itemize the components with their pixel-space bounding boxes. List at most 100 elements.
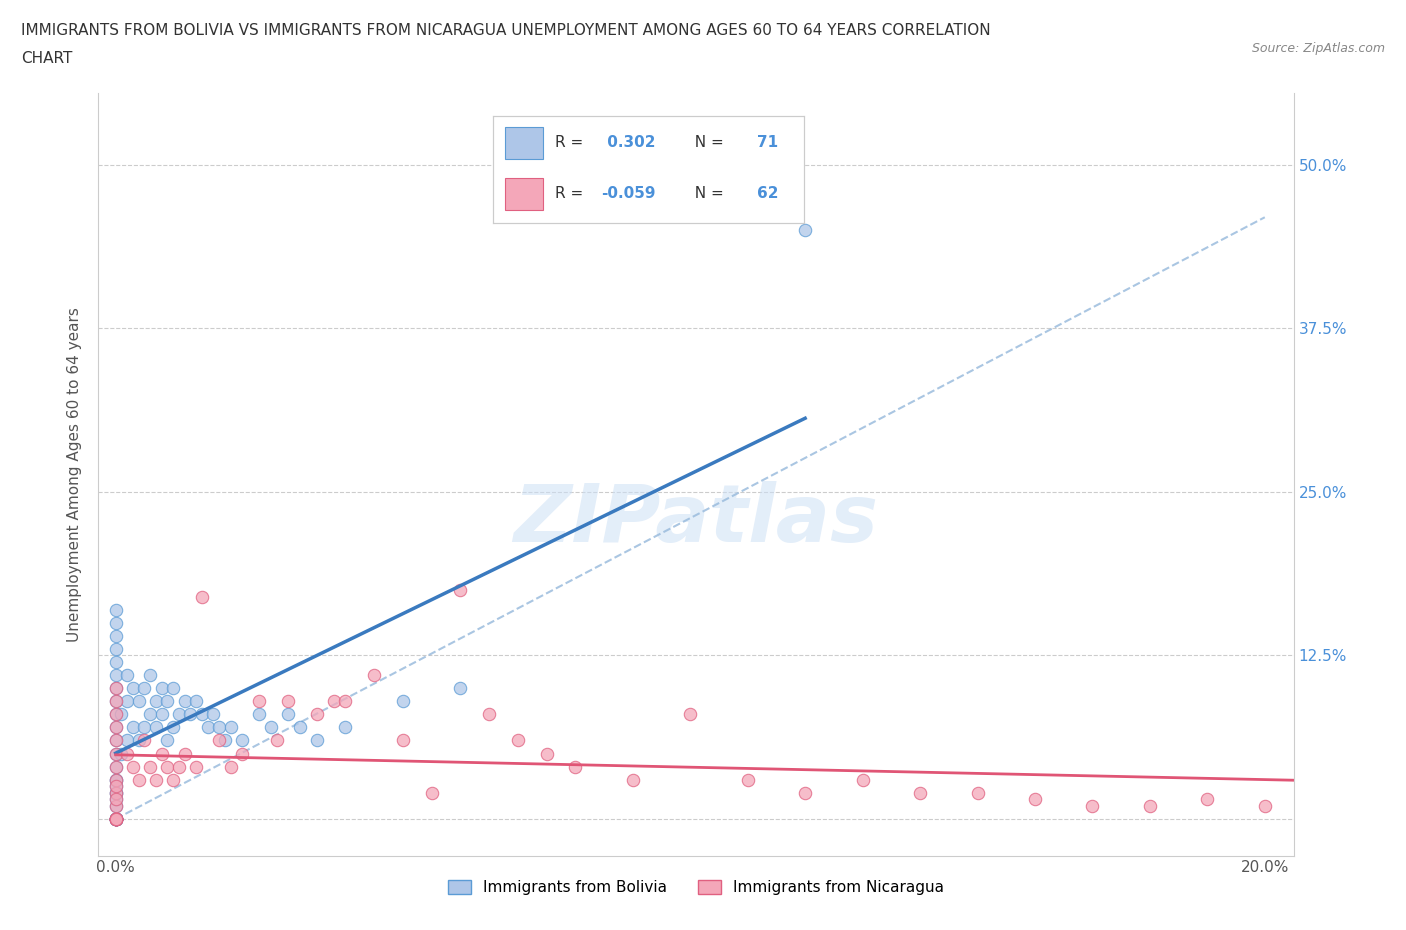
Point xyxy=(115,668,138,683)
Point xyxy=(139,707,162,722)
Point xyxy=(536,746,558,761)
Point xyxy=(266,733,288,748)
Point xyxy=(156,759,179,774)
Point xyxy=(966,785,988,800)
Point xyxy=(104,799,127,814)
Point xyxy=(104,681,127,696)
Point xyxy=(288,720,311,735)
Point xyxy=(104,694,127,709)
Point xyxy=(184,694,207,709)
Point xyxy=(449,582,471,597)
Point xyxy=(104,812,127,827)
Point xyxy=(104,772,127,787)
Point xyxy=(110,746,132,761)
Legend: Immigrants from Bolivia, Immigrants from Nicaragua: Immigrants from Bolivia, Immigrants from… xyxy=(441,874,950,901)
Point xyxy=(162,772,184,787)
Point xyxy=(908,785,931,800)
Point xyxy=(104,772,127,787)
Point xyxy=(392,733,415,748)
Point xyxy=(478,707,501,722)
Point xyxy=(247,694,270,709)
Point xyxy=(323,694,346,709)
Point xyxy=(104,707,127,722)
Point xyxy=(197,720,219,735)
Point xyxy=(621,772,644,787)
Point xyxy=(104,746,127,761)
Point xyxy=(104,772,127,787)
Point xyxy=(104,812,127,827)
Point xyxy=(208,720,231,735)
Point xyxy=(104,792,127,807)
Point xyxy=(277,694,299,709)
Point xyxy=(794,785,817,800)
Point xyxy=(104,733,127,748)
Point xyxy=(506,733,529,748)
Point xyxy=(737,772,759,787)
Point xyxy=(104,812,127,827)
Point xyxy=(449,681,471,696)
Point xyxy=(794,223,817,238)
Point xyxy=(104,655,127,670)
Point xyxy=(104,681,127,696)
Point xyxy=(179,707,201,722)
Point xyxy=(104,785,127,800)
Point xyxy=(104,785,127,800)
Point xyxy=(420,785,443,800)
Point xyxy=(1197,792,1219,807)
Point xyxy=(104,812,127,827)
Point xyxy=(208,733,231,748)
Point xyxy=(104,616,127,631)
Point xyxy=(104,759,127,774)
Point xyxy=(679,707,702,722)
Point xyxy=(104,720,127,735)
Point xyxy=(134,681,156,696)
Point xyxy=(122,681,145,696)
Point xyxy=(104,812,127,827)
Point xyxy=(852,772,875,787)
Point xyxy=(104,733,127,748)
Point xyxy=(115,733,138,748)
Point xyxy=(104,707,127,722)
Point xyxy=(122,759,145,774)
Point xyxy=(363,668,385,683)
Point xyxy=(104,778,127,793)
Point xyxy=(260,720,283,735)
Point xyxy=(305,733,328,748)
Point xyxy=(1081,799,1104,814)
Point xyxy=(156,694,179,709)
Point xyxy=(191,707,214,722)
Point xyxy=(167,707,190,722)
Point xyxy=(134,733,156,748)
Point xyxy=(145,694,167,709)
Point xyxy=(128,694,150,709)
Point xyxy=(277,707,299,722)
Point xyxy=(115,694,138,709)
Point xyxy=(231,746,253,761)
Point xyxy=(184,759,207,774)
Point xyxy=(335,720,357,735)
Point xyxy=(219,759,242,774)
Point xyxy=(167,759,190,774)
Point xyxy=(335,694,357,709)
Point xyxy=(115,746,138,761)
Point xyxy=(305,707,328,722)
Point xyxy=(104,812,127,827)
Point xyxy=(110,707,132,722)
Point xyxy=(173,694,195,709)
Point xyxy=(104,668,127,683)
Point xyxy=(104,720,127,735)
Y-axis label: Unemployment Among Ages 60 to 64 years: Unemployment Among Ages 60 to 64 years xyxy=(67,307,83,642)
Point xyxy=(104,812,127,827)
Point xyxy=(104,812,127,827)
Point xyxy=(162,681,184,696)
Point xyxy=(104,812,127,827)
Point xyxy=(104,812,127,827)
Point xyxy=(247,707,270,722)
Point xyxy=(150,681,173,696)
Point xyxy=(128,733,150,748)
Point xyxy=(191,590,214,604)
Point xyxy=(392,694,415,709)
Text: IMMIGRANTS FROM BOLIVIA VS IMMIGRANTS FROM NICARAGUA UNEMPLOYMENT AMONG AGES 60 : IMMIGRANTS FROM BOLIVIA VS IMMIGRANTS FR… xyxy=(21,23,991,38)
Point xyxy=(104,642,127,657)
Point xyxy=(214,733,236,748)
